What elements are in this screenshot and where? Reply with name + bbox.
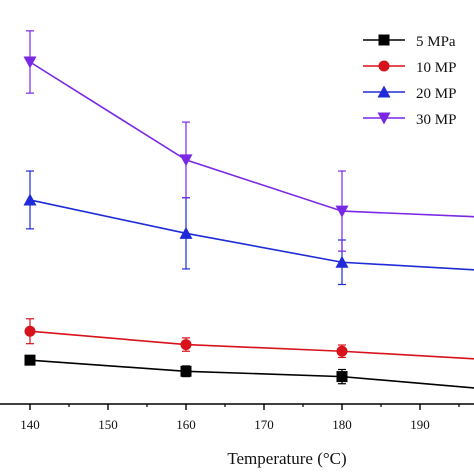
series-layer [23,30,474,389]
legend-label: 20 MP [416,86,456,102]
data-point [24,325,36,337]
legend-label: 30 MP [416,112,456,128]
data-point [336,371,348,383]
legend: 5 MPa 10 MP 20 MP 30 MP [363,34,456,128]
data-point [180,365,192,377]
legend-marker [377,112,391,125]
data-point [180,339,192,351]
x-axis-title: Temperature (°C) [227,449,346,468]
series-line [29,61,474,218]
data-point [179,226,193,239]
series-line [29,359,474,389]
series-line [29,199,474,271]
x-tick-label: 150 [98,417,118,432]
x-tick-label: 170 [254,417,274,432]
data-point [179,154,193,167]
x-tick-label: 160 [176,417,196,432]
data-point [23,193,37,206]
data-point [336,345,348,357]
data-point [335,205,349,218]
data-point [24,354,36,366]
axes: 140 150 160 170 180 190 [0,403,474,432]
x-tick-label: 180 [332,417,352,432]
series-4 [23,30,474,252]
series-1 [24,354,474,389]
series-2 [24,318,474,360]
x-tick-label: 140 [20,417,40,432]
data-point [23,56,37,69]
legend-marker [377,85,391,98]
series-3 [23,170,474,286]
legend-marker [378,60,390,72]
series-line [29,330,474,360]
data-point [335,255,349,268]
legend-marker [378,34,390,46]
legend-label: 5 MPa [416,34,456,50]
legend-label: 10 MP [416,60,456,76]
x-tick-label: 190 [410,417,430,432]
